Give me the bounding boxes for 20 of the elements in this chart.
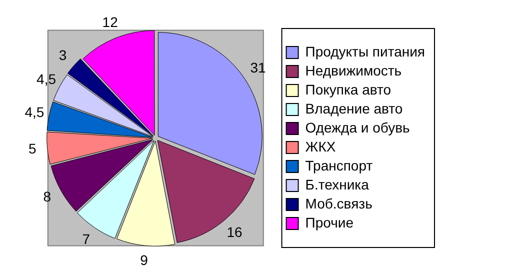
data-label: 4,5 xyxy=(36,70,56,87)
data-label: 12 xyxy=(102,14,118,30)
data-label: 16 xyxy=(226,224,243,240)
data-label: 3 xyxy=(58,47,67,64)
data-label: 8 xyxy=(43,188,52,204)
legend-label: Б.техника xyxy=(305,176,370,192)
legend-label: Недвижимость xyxy=(305,62,402,78)
legend-label: Одежда и обувь xyxy=(305,119,410,136)
data-label: 4,5 xyxy=(24,104,44,120)
legend-label: Моб.связь xyxy=(305,195,372,212)
legend-label: Транспорт xyxy=(305,157,374,174)
data-label: 31 xyxy=(250,59,266,76)
legend-label: Прочие xyxy=(305,214,354,230)
data-label: 9 xyxy=(140,252,148,268)
legend-label: Владение авто xyxy=(305,100,403,116)
legend-label: Продукты питания xyxy=(305,43,425,60)
legend-label: Покупка авто xyxy=(305,81,392,98)
legend-label: ЖКХ xyxy=(305,138,336,154)
data-label: 5 xyxy=(28,140,37,157)
data-label: 7 xyxy=(82,231,90,248)
